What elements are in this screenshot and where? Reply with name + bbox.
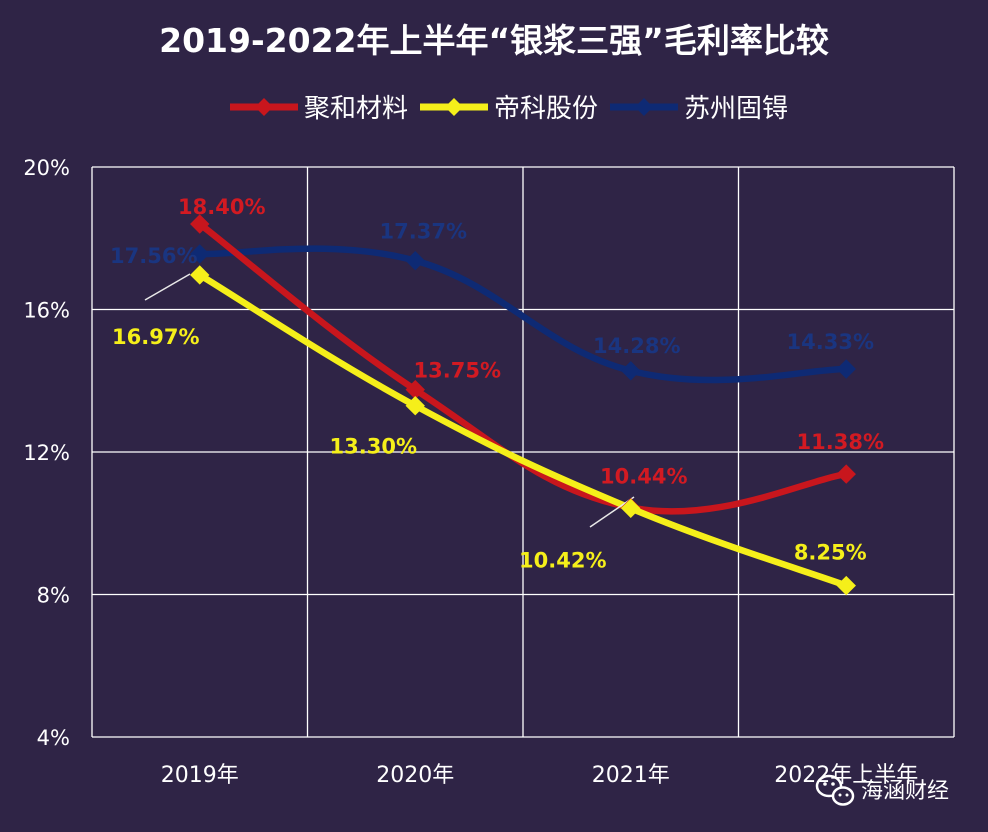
x-axis: 2019年 2020年 2021年 2022年上半年 [161, 763, 919, 788]
data-label: 16.97% [112, 325, 199, 349]
watermark-text: 海涵财经 [861, 779, 949, 804]
legend-marker [635, 98, 653, 116]
x-tick-label: 2022年上半年 [774, 763, 918, 788]
data-label: 14.33% [787, 330, 874, 354]
legend-marker [445, 98, 463, 116]
y-tick-label: 8% [37, 584, 70, 608]
y-axis: 4% 8% 12% 16% 20% [23, 156, 70, 750]
watermark: 海涵财经 [815, 774, 949, 806]
data-label: 11.38% [797, 430, 884, 454]
y-tick-label: 4% [37, 726, 70, 750]
grid [91, 166, 955, 738]
data-label: 8.25% [794, 541, 867, 565]
data-label: 17.56% [110, 244, 197, 268]
x-tick-label: 2019年 [161, 763, 239, 788]
legend-item: 苏州固锝 [610, 94, 788, 124]
point-marker [836, 359, 856, 379]
y-tick-label: 12% [23, 441, 70, 465]
data-label: 14.28% [593, 334, 680, 358]
x-tick-label: 2021年 [592, 763, 670, 788]
series-lines [196, 220, 850, 589]
series-line-1 [196, 271, 850, 589]
point-marker [190, 265, 210, 285]
point-marker [190, 214, 210, 234]
legend-item: 聚和材料 [230, 94, 408, 124]
point-marker [405, 395, 425, 416]
point-marker [836, 575, 856, 596]
wechat-icon [815, 774, 855, 806]
x-tick-label: 2020年 [376, 763, 454, 788]
y-tick-label: 20% [23, 156, 70, 180]
data-label: 13.30% [330, 435, 417, 459]
data-label: 13.75% [414, 359, 501, 383]
point-marker [836, 464, 856, 484]
point-marker [621, 361, 641, 381]
legend-label: 聚和材料 [304, 94, 408, 124]
series-line-2 [196, 245, 850, 384]
data-label: 17.37% [380, 220, 467, 244]
leader-line [144, 273, 191, 301]
point-marker [405, 250, 425, 271]
point-marker [621, 498, 641, 518]
data-label: 18.40% [178, 195, 265, 219]
y-tick-label: 16% [23, 299, 70, 323]
series-markers [190, 214, 856, 596]
point-marker [190, 244, 210, 264]
data-label: 10.44% [600, 465, 687, 489]
legend-marker [255, 98, 273, 116]
chart-title: 2019-2022年上半年“银浆三强”毛利率比较 [159, 21, 829, 60]
legend-item: 帝科股份 [420, 94, 598, 124]
data-label: 10.42% [519, 548, 606, 572]
legend: 聚和材料 帝科股份 苏州固锝 [230, 94, 788, 124]
legend-label: 苏州固锝 [684, 94, 788, 124]
legend-label: 帝科股份 [494, 94, 598, 124]
data-labels: 18.40% 13.75% 10.44% 11.38% 16.97% 13.30% 10.4… [110, 195, 884, 572]
